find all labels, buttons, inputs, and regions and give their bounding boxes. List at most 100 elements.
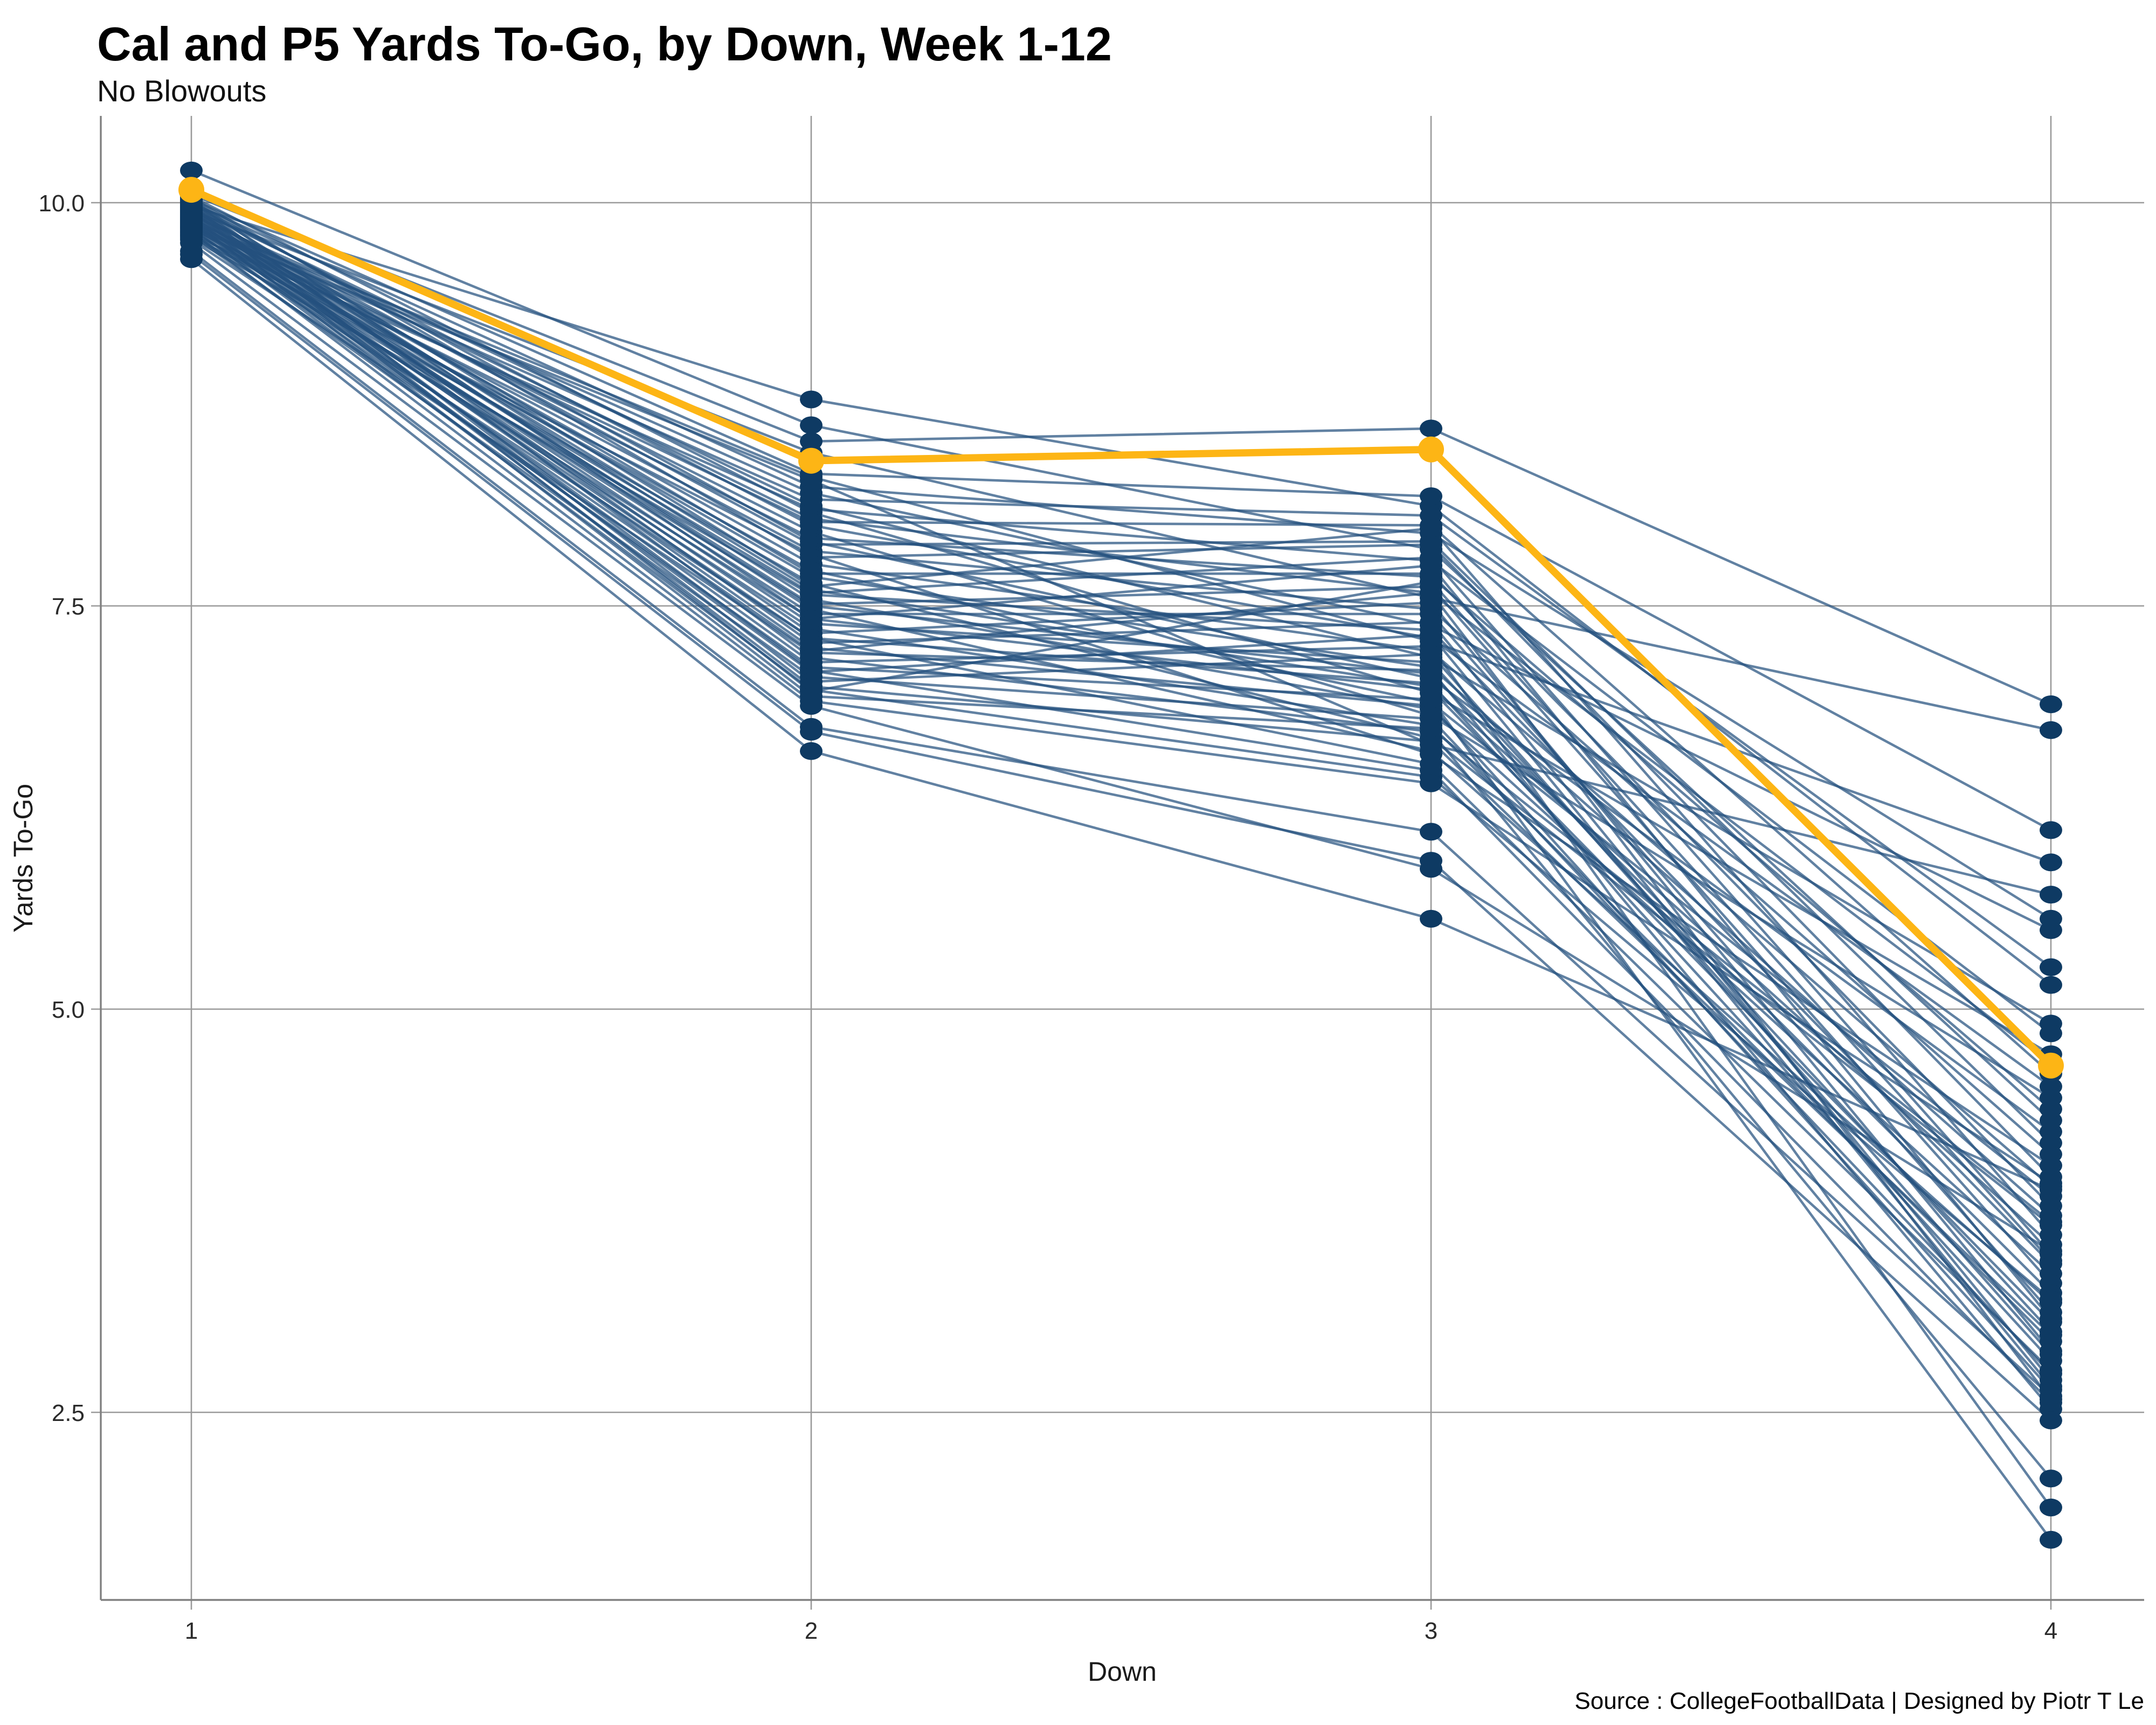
team-line	[190, 242, 2053, 1253]
team-point	[1420, 823, 1442, 841]
y-tick-label: 5.0	[52, 997, 85, 1023]
team-line	[190, 237, 2053, 1265]
team-line	[190, 196, 2053, 1178]
team-line	[190, 222, 2053, 969]
team-line	[190, 208, 2053, 1353]
team-line	[190, 217, 2053, 1314]
team-lines	[190, 169, 2053, 1541]
team-point	[2040, 1181, 2062, 1199]
team-point	[2040, 1100, 2062, 1118]
team-line	[190, 169, 2053, 1122]
labels: Cal and P5 Yards To-Go, by Down, Week 1-…	[8, 17, 2144, 1714]
team-point	[2040, 1469, 2062, 1488]
cal-point	[178, 177, 204, 203]
team-point	[2040, 886, 2062, 904]
team-line	[190, 204, 2053, 1356]
team-point	[2040, 1530, 2062, 1549]
team-point	[2040, 1213, 2062, 1231]
cal-point	[1418, 436, 1444, 463]
team-line	[190, 208, 2053, 1208]
team-point	[1420, 774, 1442, 792]
team-line	[190, 229, 2053, 1323]
team-line	[190, 233, 2053, 1375]
chart-subtitle: No Blowouts	[97, 74, 266, 108]
team-point	[1420, 674, 1442, 693]
team-point	[1420, 645, 1442, 664]
team-point	[2040, 921, 2062, 939]
team-point	[1420, 691, 1442, 708]
team-point	[1420, 719, 1442, 737]
chart-title: Cal and P5 Yards To-Go, by Down, Week 1-…	[97, 17, 1112, 71]
team-point	[800, 390, 823, 409]
team-line	[190, 201, 2053, 920]
team-line	[190, 199, 2053, 1480]
team-line	[190, 203, 2053, 1382]
team-point	[800, 697, 823, 715]
team-point	[2040, 1024, 2062, 1043]
y-tick-label: 10.0	[38, 190, 85, 217]
team-point	[1420, 909, 1442, 928]
team-point	[2040, 721, 2062, 739]
team-line	[190, 212, 2053, 1065]
team-line	[190, 230, 2053, 1185]
team-point	[2040, 1387, 2062, 1405]
x-axis-title: Down	[1088, 1657, 1157, 1687]
y-axis-title: Yards To-Go	[8, 784, 38, 933]
team-point	[1420, 419, 1442, 438]
team-points	[180, 161, 2062, 1549]
team-line	[190, 195, 2053, 1056]
team-line	[190, 232, 2053, 1372]
team-line	[190, 201, 2053, 1237]
team-point	[1420, 535, 1442, 554]
gridlines	[101, 116, 2144, 1600]
team-point	[180, 161, 203, 180]
team-point	[2040, 1291, 2062, 1309]
team-point	[2040, 958, 2062, 976]
y-tick-label: 2.5	[52, 1400, 85, 1426]
x-tick-label: 4	[2044, 1618, 2057, 1644]
team-point	[800, 742, 823, 760]
team-point	[1420, 572, 1442, 591]
team-point	[1420, 852, 1442, 870]
team-line	[190, 258, 2053, 1191]
cal-point	[798, 447, 824, 474]
team-point	[1420, 519, 1442, 537]
team-point	[180, 250, 203, 268]
team-point	[1420, 626, 1442, 644]
team-line	[190, 193, 2053, 706]
team-point	[800, 722, 823, 741]
team-line	[190, 220, 2053, 1388]
x-tick-label: 2	[805, 1618, 818, 1644]
team-point	[2040, 976, 2062, 994]
team-point	[2040, 1345, 2062, 1363]
y-tick-label: 7.5	[52, 594, 85, 620]
team-point	[1420, 661, 1442, 680]
team-line	[190, 225, 2053, 896]
team-point	[2040, 1411, 2062, 1430]
source-caption: Source : CollegeFootballData | Designed …	[1574, 1688, 2144, 1714]
cal-point	[2038, 1052, 2064, 1079]
team-line	[190, 204, 2053, 1275]
team-point	[2040, 695, 2062, 713]
team-point	[2040, 1326, 2062, 1344]
team-point	[1420, 613, 1442, 631]
team-line	[190, 198, 2053, 1320]
team-line	[190, 198, 2053, 832]
team-line	[190, 253, 2053, 1422]
axes	[91, 116, 2144, 1610]
x-tick-label: 1	[185, 1618, 198, 1644]
team-line	[190, 211, 2053, 1246]
x-tick-label: 3	[1425, 1618, 1438, 1644]
team-point	[1420, 732, 1442, 750]
team-point	[2040, 1242, 2062, 1260]
team-line	[190, 224, 2053, 1075]
team-point	[800, 416, 823, 434]
cal-line	[188, 186, 2055, 1070]
cal-highlight	[178, 177, 2064, 1079]
team-point	[1420, 487, 1442, 505]
team-line	[190, 219, 2053, 1224]
team-point	[2040, 1364, 2062, 1383]
team-point	[2040, 1499, 2062, 1516]
